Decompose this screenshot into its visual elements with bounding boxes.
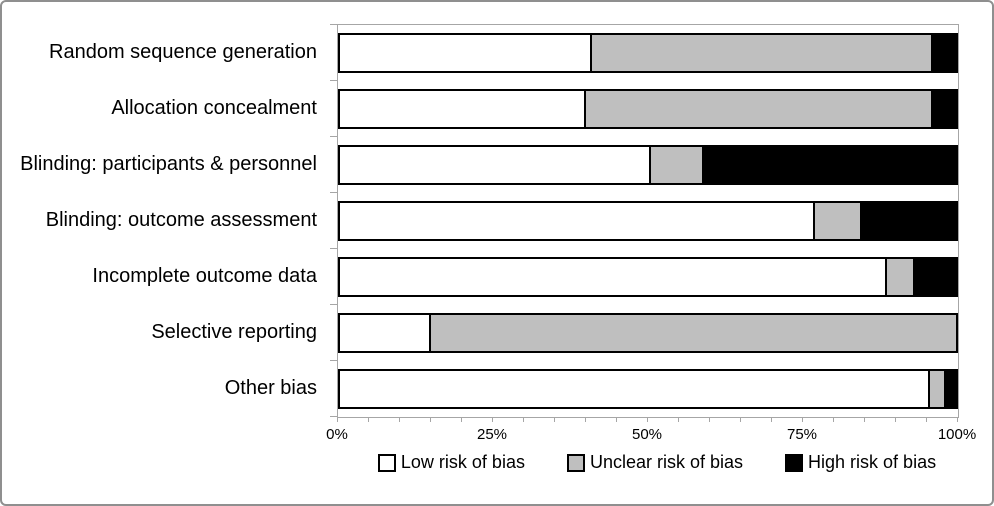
category-label-blinding-participants-personnel: Blinding: participants & personnel <box>20 152 317 175</box>
bar-segment-unclear-risk-of-bias <box>651 145 704 185</box>
y-axis-tick <box>330 304 338 305</box>
x-axis-tick <box>802 417 803 422</box>
bar-segment-low-risk-of-bias <box>338 145 652 185</box>
x-axis-label-25: 25% <box>476 426 508 443</box>
stacked-bar <box>338 313 958 353</box>
x-axis-tick <box>368 417 369 422</box>
legend: Low risk of bias Unclear risk of bias High… <box>337 452 977 473</box>
legend-label: Low risk of bias <box>400 452 525 472</box>
category-label-incomplete-outcome-data: Incomplete outcome data <box>92 264 317 287</box>
bar-segment-high-risk-of-bias <box>703 145 958 185</box>
y-axis-tick <box>330 136 338 137</box>
y-axis-tick <box>330 80 338 81</box>
x-axis-label-75: 75% <box>786 426 818 443</box>
bar-segment-high-risk-of-bias <box>945 369 958 409</box>
x-axis-label-50: 50% <box>631 426 663 443</box>
x-axis-tick <box>678 417 679 422</box>
bar-segment-low-risk-of-bias <box>338 257 887 297</box>
legend-swatch-unclear-risk-of-bias <box>566 453 585 472</box>
x-axis-tick <box>523 417 524 422</box>
bar-row-blinding-participants-personnel <box>338 137 958 193</box>
bar-segment-low-risk-of-bias <box>338 313 431 353</box>
x-axis-label-100: 100% <box>937 426 977 443</box>
category-label-allocation-concealment: Allocation concealment <box>111 96 317 119</box>
bar-segment-unclear-risk-of-bias <box>886 257 915 297</box>
x-axis-ticks <box>337 417 958 423</box>
stacked-bar <box>338 257 958 297</box>
stacked-bar <box>338 145 958 185</box>
x-axis-tick <box>430 417 431 422</box>
x-axis-tick <box>554 417 555 422</box>
x-axis-tick <box>771 417 772 422</box>
bar-segment-unclear-risk-of-bias <box>586 89 934 129</box>
x-axis-tick <box>616 417 617 422</box>
category-label-other-bias: Other bias <box>224 376 317 399</box>
y-axis-tick <box>330 416 338 417</box>
bar-row-blinding-outcome-assessment <box>338 193 958 249</box>
x-axis-tick <box>399 417 400 422</box>
bar-segment-unclear-risk-of-bias <box>930 369 946 409</box>
legend-item-low-risk-of-bias: Low risk of bias <box>377 452 525 473</box>
bar-row-selective-reporting <box>338 305 958 361</box>
legend-item-high-risk-of-bias: High risk of bias <box>785 452 936 473</box>
category-label-blinding-outcome-assessment: Blinding: outcome assessment <box>45 208 317 231</box>
x-axis-tick <box>337 417 338 422</box>
category-label-random-sequence-generation: Random sequence generation <box>49 40 317 63</box>
x-axis-tick <box>709 417 710 422</box>
stacked-bar <box>338 89 958 129</box>
bar-segment-unclear-risk-of-bias <box>815 201 862 241</box>
x-axis-tick <box>647 417 648 422</box>
y-axis-ticks <box>330 24 338 417</box>
legend-swatch-high-risk-of-bias <box>785 453 804 472</box>
x-axis-tick <box>740 417 741 422</box>
bar-segment-low-risk-of-bias <box>338 201 816 241</box>
x-axis-tick <box>585 417 586 422</box>
stacked-bar <box>338 369 958 409</box>
y-axis-tick <box>330 360 338 361</box>
x-axis-tick <box>461 417 462 422</box>
plot-area <box>337 24 959 418</box>
x-axis-label-0: 0% <box>326 426 348 443</box>
x-axis-tick <box>926 417 927 422</box>
stacked-bar <box>338 33 958 73</box>
bar-segment-high-risk-of-bias <box>914 257 958 297</box>
x-axis-tick <box>833 417 834 422</box>
x-axis-tick <box>864 417 865 422</box>
category-label-selective-reporting: Selective reporting <box>151 320 317 343</box>
y-axis-tick <box>330 248 338 249</box>
bar-segment-low-risk-of-bias <box>338 89 586 129</box>
bar-segment-unclear-risk-of-bias <box>592 33 934 73</box>
stacked-bar <box>338 201 958 241</box>
bar-row-other-bias <box>338 361 958 417</box>
bar-segment-high-risk-of-bias <box>933 89 958 129</box>
legend-label: Unclear risk of bias <box>589 452 744 472</box>
x-axis-tick <box>492 417 493 422</box>
y-axis-tick <box>330 24 338 25</box>
x-axis-tick <box>957 417 958 422</box>
category-labels: Random sequence generation Allocation con… <box>2 24 317 416</box>
y-axis-tick <box>330 192 338 193</box>
legend-label: High risk of bias <box>808 452 937 472</box>
bar-segment-low-risk-of-bias <box>338 33 593 73</box>
bar-segment-unclear-risk-of-bias <box>431 313 958 353</box>
bar-segment-high-risk-of-bias <box>861 201 958 241</box>
bar-row-incomplete-outcome-data <box>338 249 958 305</box>
x-axis-tick <box>895 417 896 422</box>
x-axis-labels: 0% 25% 50% 75% 100% <box>326 426 976 444</box>
bar-segment-low-risk-of-bias <box>338 369 931 409</box>
bar-row-allocation-concealment <box>338 81 958 137</box>
legend-swatch-low-risk-of-bias <box>377 453 396 472</box>
bar-row-random-sequence-generation <box>338 25 958 81</box>
bar-segment-high-risk-of-bias <box>933 33 958 73</box>
legend-item-unclear-risk-of-bias: Unclear risk of bias <box>566 452 744 473</box>
